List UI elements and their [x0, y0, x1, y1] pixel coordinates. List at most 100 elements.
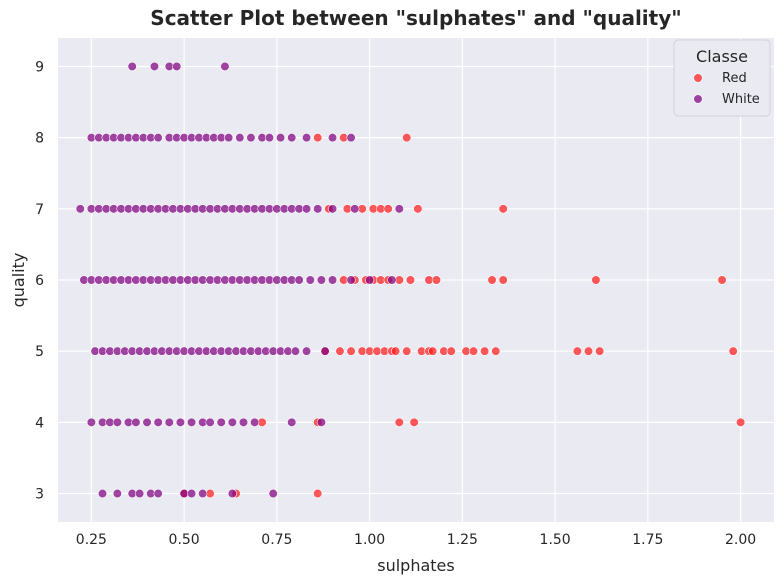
data-point [294, 275, 304, 285]
data-point [498, 204, 508, 214]
y-ticks: 3 4 5 6 7 8 9 [35, 59, 44, 502]
data-point [405, 275, 416, 285]
chart-title: Scatter Plot between "sulphates" and "qu… [150, 6, 681, 30]
data-point [301, 204, 312, 214]
data-point [235, 133, 245, 143]
y-tick-label: 6 [35, 273, 44, 289]
data-point [186, 488, 197, 499]
data-point [346, 346, 356, 356]
legend-label-red: Red [722, 71, 747, 86]
x-tick-label: 0.50 [169, 532, 200, 548]
x-tick-label: 1.25 [447, 532, 478, 548]
y-tick-label: 5 [35, 344, 44, 360]
data-point [186, 417, 197, 427]
data-point [275, 133, 286, 143]
legend-marker-white [693, 94, 703, 104]
data-point [220, 61, 230, 72]
data-point [316, 275, 326, 285]
data-point [164, 417, 174, 427]
data-point [112, 488, 122, 499]
y-tick-label: 3 [35, 487, 44, 503]
legend-title: Classe [696, 47, 748, 66]
data-point [350, 204, 360, 214]
data-point [313, 133, 323, 143]
y-tick-label: 4 [35, 415, 44, 431]
data-point [402, 346, 412, 356]
data-point [402, 133, 412, 143]
data-point [224, 133, 234, 143]
data-point [498, 275, 508, 285]
data-point [142, 417, 152, 427]
data-point [595, 346, 605, 356]
data-point [394, 204, 404, 214]
y-tick-label: 8 [35, 131, 44, 147]
data-point [149, 61, 160, 72]
data-point [313, 488, 323, 499]
data-point [316, 417, 326, 427]
x-tick-label: 1.75 [632, 532, 663, 548]
data-point [290, 346, 301, 356]
x-tick-label: 1.50 [540, 532, 571, 548]
points [75, 61, 746, 499]
y-tick-label: 7 [35, 202, 44, 218]
data-point [250, 417, 260, 427]
data-point [313, 204, 323, 214]
data-point [335, 346, 345, 356]
data-point [153, 417, 163, 427]
data-point [301, 133, 312, 143]
data-point [131, 417, 141, 427]
data-point [431, 275, 442, 285]
legend-label-white: White [722, 92, 760, 107]
data-point [153, 488, 163, 499]
data-point [327, 133, 338, 143]
data-point [346, 133, 356, 143]
data-point [268, 488, 278, 499]
x-tick-label: 0.25 [76, 532, 107, 548]
data-point [409, 417, 419, 427]
data-point [468, 346, 479, 356]
data-point [216, 417, 226, 427]
data-point [320, 346, 330, 356]
y-tick-label: 9 [35, 59, 44, 75]
data-point [205, 417, 215, 427]
legend: Classe Red White [673, 39, 771, 117]
data-point [591, 275, 601, 285]
data-point [394, 417, 404, 427]
data-point [383, 204, 393, 214]
data-point [717, 275, 727, 285]
data-point [246, 133, 256, 143]
data-point [480, 346, 490, 356]
data-point [446, 346, 456, 356]
data-point [175, 417, 186, 427]
data-point [413, 204, 423, 214]
y-axis-label: quality [9, 253, 28, 308]
data-point [387, 275, 397, 285]
data-point [75, 204, 85, 214]
data-point [198, 488, 208, 499]
data-point [491, 346, 501, 356]
data-point [736, 417, 746, 427]
data-point [305, 275, 315, 285]
data-point [365, 275, 375, 285]
data-point [153, 133, 163, 143]
data-point [135, 488, 145, 499]
data-point [97, 488, 108, 499]
data-point [583, 346, 594, 356]
data-point [572, 346, 582, 356]
x-tick-label: 0.75 [261, 532, 292, 548]
data-point [487, 275, 497, 285]
data-point [390, 346, 401, 356]
data-point [728, 346, 738, 356]
data-point [227, 417, 237, 427]
data-point [86, 417, 96, 427]
legend-marker-red [693, 73, 703, 83]
data-point [301, 346, 312, 356]
x-tick-label: 2.00 [725, 532, 756, 548]
data-point [172, 61, 182, 72]
data-point [346, 275, 356, 285]
data-point [287, 417, 297, 427]
data-point [112, 417, 122, 427]
data-point [238, 417, 249, 427]
x-ticks: 0.25 0.50 0.75 1.00 1.25 1.50 1.75 2.00 [76, 532, 756, 548]
